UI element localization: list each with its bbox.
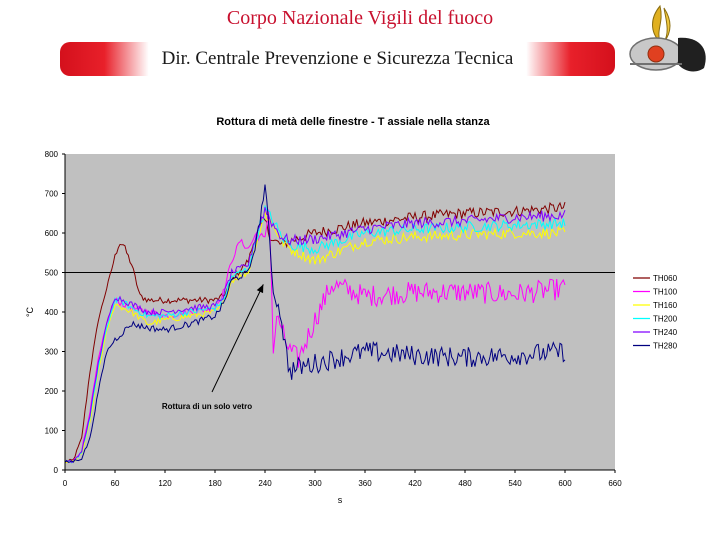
x-tick-label: 240: [258, 479, 272, 488]
x-tick-label: 360: [358, 479, 372, 488]
legend-label: TH060: [653, 274, 678, 283]
organization-title: Corpo Nazionale Vigili del fuoco: [226, 7, 494, 29]
x-tick-label: 600: [558, 479, 572, 488]
y-tick-label: 400: [45, 308, 59, 317]
annotation-label: Rottura di un solo vetro: [162, 402, 252, 411]
department-banner: [60, 42, 615, 76]
x-tick-label: 660: [608, 479, 622, 488]
fire-brigade-emblem-icon: [629, 4, 706, 72]
y-tick-label: 200: [45, 387, 59, 396]
x-tick-label: 60: [111, 479, 120, 488]
series-line-th160: [65, 211, 566, 464]
legend-label: TH240: [653, 328, 678, 337]
x-tick-label: 0: [63, 479, 68, 488]
y-tick-label: 0: [54, 466, 59, 475]
series-line-th060: [64, 201, 566, 463]
x-tick-label: 180: [208, 479, 222, 488]
x-tick-label: 300: [308, 479, 322, 488]
x-tick-label: 540: [508, 479, 522, 488]
x-tick-label: 420: [408, 479, 422, 488]
series-layer: [64, 184, 566, 464]
y-tick-label: 500: [45, 269, 59, 278]
series-line-th280: [64, 184, 566, 463]
annotation-arrowhead: [256, 284, 264, 294]
x-axis-label: s: [338, 495, 343, 505]
legend-label: TH160: [653, 301, 678, 310]
y-tick-label: 600: [45, 229, 59, 238]
y-axis-label: °C: [25, 306, 35, 317]
chart-title: Rottura di metà delle finestre - T assia…: [216, 116, 490, 128]
series-line-th200: [64, 205, 566, 464]
x-tick-label: 120: [158, 479, 172, 488]
legend-label: TH200: [653, 315, 678, 324]
series-line-th240: [64, 207, 566, 464]
ticks-layer: 0 60 120 180 240 300 360 420 480 540 600 660 0 100 200…: [45, 150, 623, 488]
y-tick-label: 800: [45, 150, 59, 159]
annotation-arrow: [211, 284, 264, 393]
y-tick-label: 300: [45, 348, 59, 357]
annotation-layer: Rottura di un solo vetro: [162, 284, 264, 411]
y-tick-label: 700: [45, 190, 59, 199]
x-tick-label: 480: [458, 479, 472, 488]
legend-label: TH280: [653, 342, 678, 351]
department-title: Dir. Centrale Prevenzione e Sicurezza Te…: [161, 48, 514, 69]
y-tick-label: 100: [45, 427, 59, 436]
legend: TH060 TH100 TH160 TH200 TH240 TH280: [633, 274, 678, 351]
legend-label: TH100: [653, 288, 678, 297]
